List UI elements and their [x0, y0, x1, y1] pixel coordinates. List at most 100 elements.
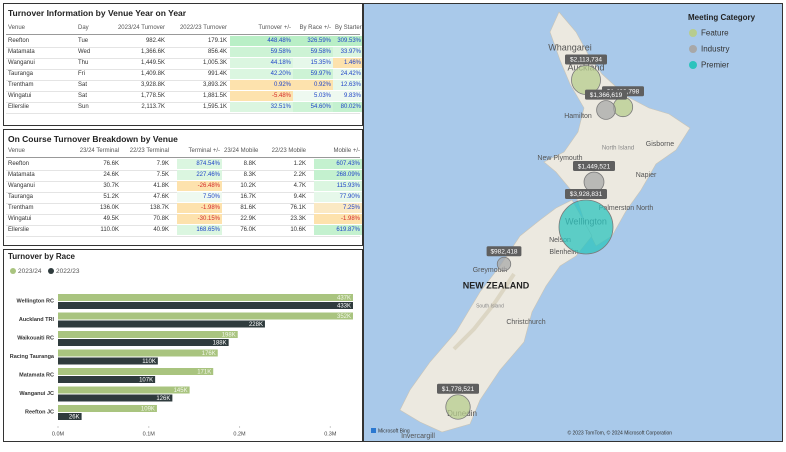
table-cell: 115.93% — [314, 181, 362, 191]
table-cell: 12.63% — [333, 80, 362, 90]
table-cell: 59.58% — [293, 47, 333, 57]
table-cell: 59.97% — [293, 69, 333, 79]
table-cell: Sat — [78, 82, 88, 88]
row-rule — [6, 235, 360, 237]
table-cell: 40.9K — [153, 227, 169, 233]
table-cell: 0.92% — [293, 80, 333, 90]
table-cell: Ellerslie — [8, 104, 30, 110]
table-cell: Wingatui — [8, 216, 32, 222]
table-cell: 81.6K — [240, 205, 256, 211]
mountains — [452, 272, 516, 351]
column-header: 22/23 Terminal — [129, 148, 169, 154]
table-cell: 9.4K — [293, 194, 306, 200]
legend-label: 2022/23 — [56, 268, 80, 275]
table-cell: 51.2K — [103, 194, 119, 200]
bar — [58, 405, 157, 412]
map-panel: WhangareiAucklandHamiltonNorth IslandGis… — [363, 3, 783, 442]
value-label: 126K — [156, 396, 170, 402]
y-tick-label: Wanganui JC — [19, 391, 54, 397]
table-cell: 76.1K — [290, 205, 306, 211]
table-cell: 16.7K — [240, 194, 256, 200]
chart-title: Turnover by Race — [8, 252, 76, 261]
row-rule — [6, 101, 360, 103]
table-cell: 991.4K — [207, 71, 227, 77]
table-cell: -26.48% — [177, 181, 222, 191]
bubble — [496, 256, 512, 272]
bar — [58, 368, 214, 375]
table-cell: Wanganui — [8, 183, 35, 189]
table-cell: 23.3K — [290, 216, 306, 222]
table-cell: Wed — [78, 49, 91, 55]
place-label: Napier — [636, 172, 657, 179]
table-cell: 7.25% — [314, 203, 362, 213]
bar — [58, 320, 265, 328]
table-cell: 10.6K — [290, 227, 306, 233]
legend-swatch — [689, 45, 697, 53]
place-label: Blenheim — [549, 249, 578, 256]
table-title: On Course Turnover Breakdown by Venue — [8, 134, 178, 144]
place-label: Whangarei — [548, 42, 592, 52]
legend-swatch — [48, 268, 54, 274]
table-cell: 70.8K — [153, 216, 169, 222]
x-tick-label: 0.1M — [143, 431, 156, 437]
table-cell: 619.87% — [314, 225, 362, 235]
legend-label: Feature — [701, 29, 729, 38]
row-rule — [6, 68, 360, 70]
place-label: North Island — [602, 146, 634, 152]
table-cell: -30.15% — [177, 214, 222, 224]
table-cell: Trentham — [8, 82, 34, 88]
place-label: Invercargill — [401, 433, 435, 440]
table-cell: 15.35% — [293, 58, 333, 68]
legend-swatch — [10, 268, 16, 274]
bubble — [596, 100, 616, 120]
table-cell: Matamata — [8, 172, 35, 178]
bubble-label-bg — [573, 161, 615, 172]
bubble-label: $3,928,831 — [570, 191, 603, 198]
table-cell: Sat — [78, 93, 88, 99]
table-cell: 24.42% — [333, 69, 362, 79]
row-rule — [6, 90, 360, 92]
table-cell: 7.9K — [156, 161, 169, 167]
table-cell: 54.60% — [293, 102, 333, 112]
table-cell: 3,928.8K — [140, 82, 165, 88]
bubble-label-bg — [486, 246, 522, 257]
table-cell: 136.0K — [99, 205, 119, 211]
header-rule — [6, 34, 360, 35]
y-tick-label: Matamata RC — [19, 372, 54, 378]
table-cell: -5.48% — [230, 91, 293, 101]
table-cell: 22.9K — [240, 216, 256, 222]
bubble-label-bg — [565, 189, 607, 199]
table-cell: -1.98% — [314, 214, 362, 224]
table-cell: 1.46% — [333, 58, 362, 68]
table-cell: 1,595.1K — [202, 104, 227, 110]
column-header: By Race +/- — [299, 25, 331, 31]
bing-logo — [371, 428, 376, 433]
table-cell: Wingatui — [8, 93, 32, 99]
turnover-table: Turnover Information by Venue Year on Ye… — [3, 3, 363, 126]
table-cell: 42.20% — [230, 69, 293, 79]
bar — [58, 339, 229, 346]
bubble — [583, 171, 605, 193]
table-cell: 1,005.3K — [202, 60, 227, 66]
column-header: 2023/24 Turnover — [117, 25, 165, 31]
table-cell: 168.65% — [177, 225, 222, 235]
value-label: 198K — [222, 333, 236, 339]
table-cell: 47.6K — [153, 194, 169, 200]
bar — [58, 386, 190, 394]
table-cell: 1,881.5K — [202, 93, 227, 99]
place-label: Christchurch — [506, 319, 545, 326]
row-rule — [6, 46, 360, 48]
value-label: 228K — [249, 322, 263, 328]
bar — [58, 294, 353, 301]
table-cell: 59.58% — [230, 47, 293, 57]
value-label: 145K — [174, 388, 188, 394]
table-cell: 2.2K — [293, 172, 306, 178]
table-cell: 33.97% — [333, 47, 362, 57]
value-label: 437K — [337, 296, 351, 302]
on-course-table: On Course Turnover Breakdown by Venue Ve… — [3, 129, 363, 246]
column-header: Mobile +/- — [333, 148, 360, 154]
value-label: 433K — [337, 304, 351, 310]
column-header: Terminal +/- — [188, 148, 220, 154]
table-cell: Wanganui — [8, 60, 35, 66]
